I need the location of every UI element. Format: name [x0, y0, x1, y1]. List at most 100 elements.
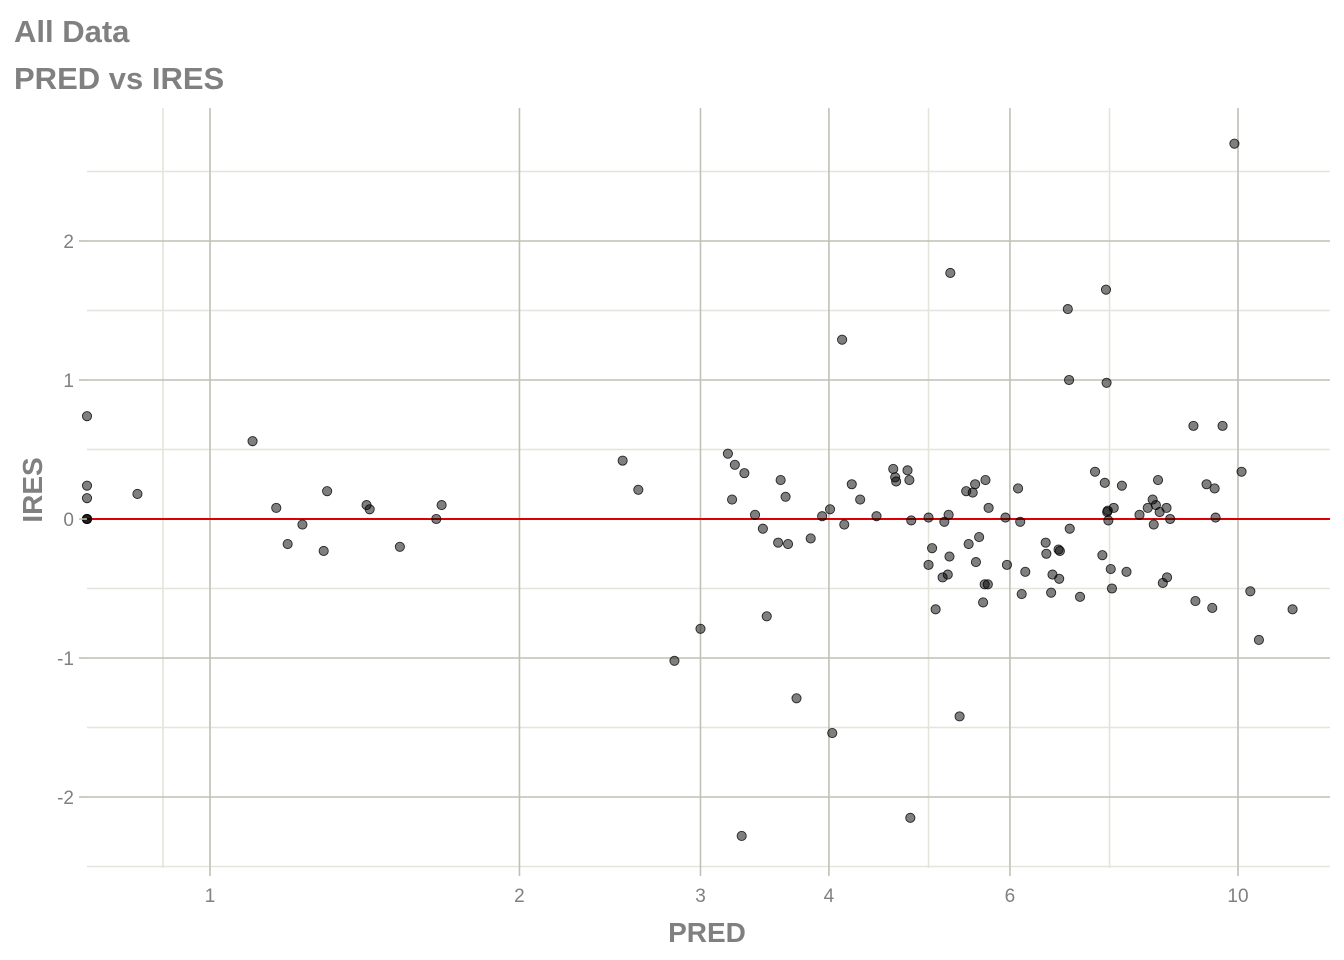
data-point	[970, 557, 981, 568]
y-tick-label: 0	[63, 510, 74, 531]
data-point	[1064, 374, 1075, 386]
data-point	[81, 493, 93, 504]
data-point	[904, 475, 915, 486]
data-point	[761, 611, 772, 622]
data-point	[1217, 420, 1228, 431]
data-point	[846, 479, 857, 490]
data-point	[963, 538, 974, 550]
data-point	[1040, 537, 1051, 548]
data-point	[905, 812, 916, 823]
y-tick-label: -1	[57, 649, 74, 670]
data-point	[318, 545, 329, 557]
data-point	[695, 623, 706, 634]
data-point	[633, 484, 644, 495]
data-point	[1116, 480, 1127, 491]
data-point	[970, 479, 981, 490]
data-point	[782, 538, 794, 550]
data-point	[817, 511, 828, 522]
data-point	[839, 519, 850, 530]
data-point	[1201, 479, 1212, 490]
data-point	[1188, 420, 1199, 431]
data-point	[1207, 602, 1218, 614]
data-point	[1046, 587, 1057, 598]
data-point	[871, 511, 882, 522]
data-point	[1054, 573, 1065, 584]
data-point	[954, 711, 965, 722]
grid-lines	[87, 108, 1330, 868]
data-point	[1100, 284, 1112, 295]
data-point	[1134, 509, 1145, 520]
data-point	[1108, 502, 1119, 513]
data-point	[736, 830, 747, 841]
data-point	[974, 532, 985, 543]
data-point	[1013, 483, 1024, 494]
data-point	[81, 480, 93, 491]
data-point	[1210, 512, 1221, 523]
data-point	[967, 487, 978, 498]
chart-title: All Data	[14, 14, 130, 49]
data-point	[944, 551, 955, 562]
data-point	[132, 488, 143, 500]
data-point	[757, 523, 768, 534]
data-point	[927, 543, 938, 554]
data-point	[749, 509, 761, 520]
x-tick-label: 1	[205, 886, 216, 907]
data-point	[1209, 483, 1220, 494]
data-point	[1161, 502, 1172, 513]
y-tick-label: 1	[63, 371, 74, 392]
x-axis-title: PRED	[668, 917, 746, 948]
data-point	[669, 655, 680, 666]
data-point	[247, 436, 258, 447]
data-point	[1105, 563, 1116, 575]
data-point	[923, 512, 934, 523]
data-point	[1253, 634, 1264, 645]
data-point	[943, 509, 954, 520]
data-point	[1101, 377, 1112, 388]
x-axis-ticks: 1 2 3 4 6 10	[205, 868, 1249, 907]
data-point	[1097, 550, 1108, 561]
x-tick-label: 6	[1005, 886, 1016, 907]
y-axis-ticks: -2 -1 0 1 2	[57, 232, 87, 809]
data-point	[1001, 559, 1013, 570]
data-point	[364, 504, 375, 515]
data-point	[855, 494, 866, 505]
data-point	[394, 541, 405, 552]
data-point	[805, 533, 816, 544]
data-point	[888, 463, 899, 475]
data-point	[906, 515, 917, 526]
data-point	[729, 459, 740, 470]
y-tick-label: 2	[63, 232, 74, 253]
data-point	[945, 267, 956, 279]
data-point	[722, 448, 733, 459]
data-point	[282, 538, 293, 550]
data-point	[1106, 583, 1117, 594]
data-point	[297, 519, 308, 530]
data-point	[322, 486, 333, 497]
x-tick-label: 10	[1227, 886, 1248, 907]
data-point	[773, 537, 784, 548]
data-point	[891, 476, 902, 487]
data-point	[81, 411, 93, 422]
data-point	[1165, 513, 1176, 525]
data-point	[942, 569, 953, 580]
data-point	[1287, 604, 1298, 615]
data-point	[837, 334, 848, 345]
data-point	[980, 475, 991, 486]
data-point	[1089, 466, 1101, 477]
data-point	[1015, 516, 1026, 527]
x-tick-label: 2	[514, 886, 525, 907]
data-points	[81, 138, 1298, 841]
data-point	[1161, 572, 1173, 583]
data-point	[1148, 519, 1159, 530]
chart-subtitle: PRED vs IRES	[14, 61, 225, 96]
data-point	[1245, 586, 1256, 597]
data-point	[617, 455, 628, 466]
data-point	[1152, 475, 1164, 486]
data-point	[983, 502, 994, 513]
y-tick-label: -2	[57, 788, 74, 809]
data-point	[1041, 548, 1052, 559]
data-point	[1121, 566, 1132, 577]
data-point	[982, 579, 993, 590]
data-point	[727, 494, 738, 505]
